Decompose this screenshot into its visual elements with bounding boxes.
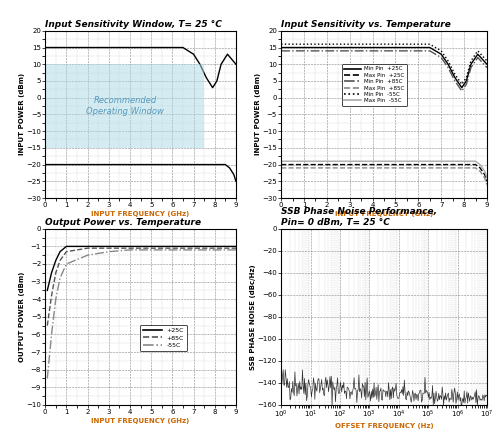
- Y-axis label: OUTPUT POWER (dBm): OUTPUT POWER (dBm): [19, 271, 25, 362]
- X-axis label: INPUT FREQUENCY (GHz): INPUT FREQUENCY (GHz): [91, 211, 189, 217]
- X-axis label: INPUT FREQUENCY (GHz): INPUT FREQUENCY (GHz): [91, 418, 189, 424]
- Text: Recommended
Operating Window: Recommended Operating Window: [86, 96, 164, 116]
- Text: SSB Phase Noise Performance,
Pin= 0 dBm, T= 25 °C: SSB Phase Noise Performance, Pin= 0 dBm,…: [281, 207, 436, 227]
- Y-axis label: INPUT POWER (dBm): INPUT POWER (dBm): [19, 73, 25, 155]
- Y-axis label: SSB PHASE NOISE (dBc/Hz): SSB PHASE NOISE (dBc/Hz): [249, 264, 256, 370]
- Y-axis label: INPUT POWER (dBm): INPUT POWER (dBm): [254, 73, 260, 155]
- Legend: Min Pin  +25C, Max Pin  +25C, Min Pin  +85C, Max Pin  +85C, Min Pin  -55C, Max P: Min Pin +25C, Max Pin +25C, Min Pin +85C…: [341, 64, 406, 106]
- Bar: [46, 64, 204, 148]
- Text: Input Sensitivity Window, T= 25 °C: Input Sensitivity Window, T= 25 °C: [45, 20, 221, 29]
- X-axis label: OFFSET FREQUENCY (Hz): OFFSET FREQUENCY (Hz): [334, 423, 432, 429]
- X-axis label: INPUT FREQUENCY (GHz): INPUT FREQUENCY (GHz): [334, 211, 432, 217]
- Text: Output Power vs. Temperature: Output Power vs. Temperature: [45, 218, 201, 227]
- Legend: +25C, +85C, -55C: +25C, +85C, -55C: [139, 325, 187, 351]
- Text: Input Sensitivity vs. Temperature: Input Sensitivity vs. Temperature: [281, 20, 450, 29]
